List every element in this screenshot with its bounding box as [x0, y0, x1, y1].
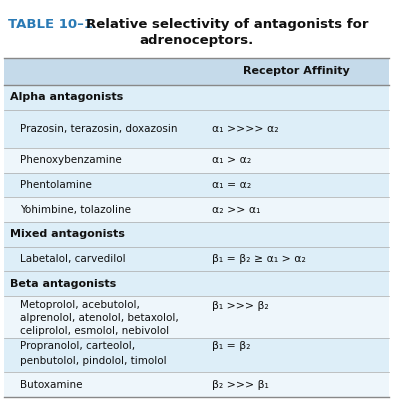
Text: Beta antagonists: Beta antagonists	[10, 279, 116, 288]
Text: alprenolol, atenolol, betaxolol,: alprenolol, atenolol, betaxolol,	[20, 313, 178, 323]
Bar	[4, 247, 389, 271]
Text: Mixed antagonists: Mixed antagonists	[10, 229, 125, 239]
Bar	[4, 148, 389, 172]
Text: β₁ = β₂: β₁ = β₂	[212, 342, 251, 352]
Bar	[4, 197, 389, 222]
Text: Receptor Affinity: Receptor Affinity	[243, 66, 350, 77]
Text: TABLE 10–1: TABLE 10–1	[8, 18, 93, 31]
Bar	[4, 271, 389, 296]
Text: Prazosin, terazosin, doxazosin: Prazosin, terazosin, doxazosin	[20, 124, 177, 134]
Text: Alpha antagonists: Alpha antagonists	[10, 92, 123, 102]
Text: α₁ >>>> α₂: α₁ >>>> α₂	[212, 124, 279, 134]
Bar	[4, 338, 389, 372]
Text: β₂ >>> β₁: β₂ >>> β₁	[212, 380, 269, 390]
Text: Butoxamine: Butoxamine	[20, 380, 82, 390]
Text: α₁ > α₂: α₁ > α₂	[212, 155, 251, 165]
Text: β₁ >>> β₂: β₁ >>> β₂	[212, 302, 269, 312]
Bar	[4, 85, 389, 110]
Bar	[4, 372, 389, 397]
Text: α₂ >> α₁: α₂ >> α₁	[212, 205, 261, 215]
Text: Phentolamine: Phentolamine	[20, 180, 92, 190]
Bar	[4, 110, 389, 148]
Text: β₁ = β₂ ≥ α₁ > α₂: β₁ = β₂ ≥ α₁ > α₂	[212, 254, 306, 264]
Text: Propranolol, carteolol,: Propranolol, carteolol,	[20, 341, 135, 351]
Bar	[4, 222, 389, 247]
Text: celiprolol, esmolol, nebivolol: celiprolol, esmolol, nebivolol	[20, 326, 169, 336]
Text: Relative selectivity of antagonists for: Relative selectivity of antagonists for	[86, 18, 369, 31]
Text: Yohimbine, tolazoline: Yohimbine, tolazoline	[20, 205, 130, 215]
Text: Phenoxybenzamine: Phenoxybenzamine	[20, 155, 121, 165]
Bar	[4, 58, 389, 85]
Text: adrenoceptors.: adrenoceptors.	[140, 34, 253, 47]
Text: α₁ = α₂: α₁ = α₂	[212, 180, 251, 190]
Text: Metoprolol, acebutolol,: Metoprolol, acebutolol,	[20, 300, 140, 310]
Text: penbutolol, pindolol, timolol: penbutolol, pindolol, timolol	[20, 356, 166, 366]
Bar	[4, 172, 389, 197]
Bar	[4, 296, 389, 338]
Text: Labetalol, carvedilol: Labetalol, carvedilol	[20, 254, 125, 264]
